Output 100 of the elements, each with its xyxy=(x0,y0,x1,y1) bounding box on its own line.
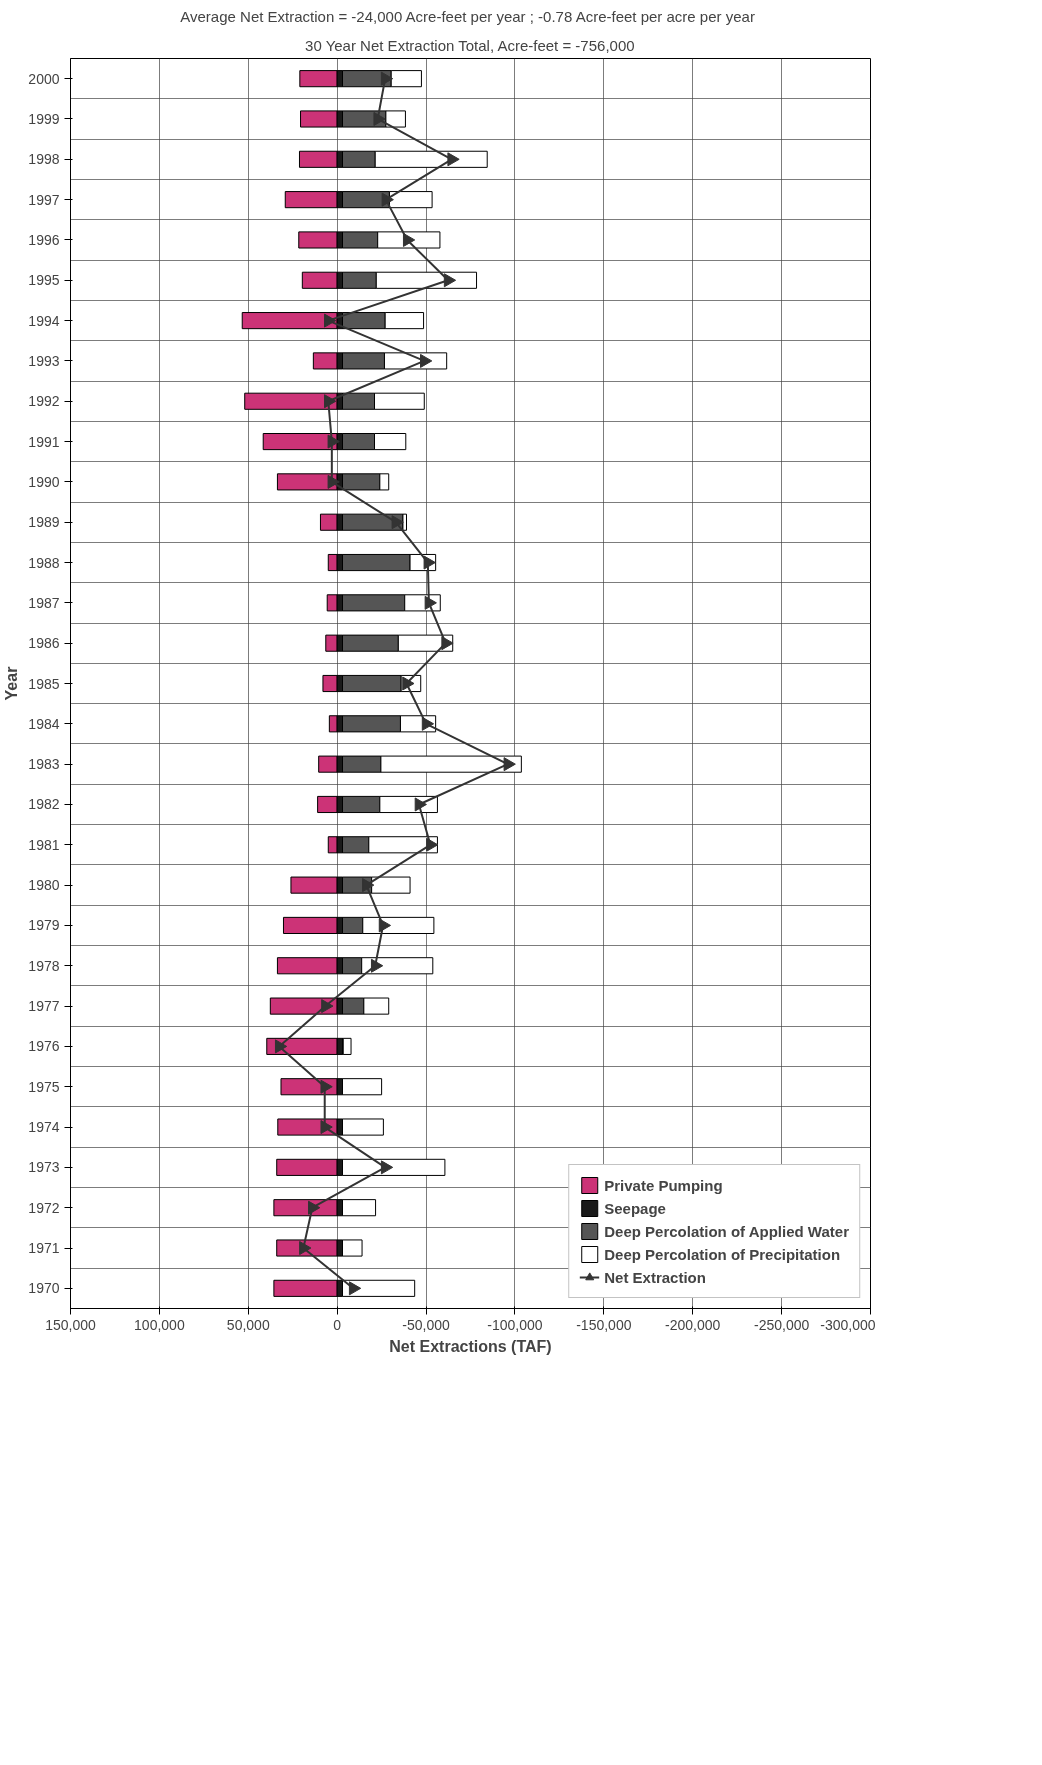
y-tick-label: 1977 xyxy=(28,998,60,1015)
point xyxy=(324,394,337,409)
point xyxy=(362,878,375,893)
bar xyxy=(318,755,338,773)
bar xyxy=(284,191,338,209)
y-tick-label: 1990 xyxy=(28,473,60,490)
x-tick-label: 100,000 xyxy=(134,1316,185,1333)
legend-label: Deep Percolation of Applied Water xyxy=(604,1222,849,1240)
point xyxy=(414,797,427,812)
x-tick-label: 0 xyxy=(333,1316,342,1333)
bar xyxy=(298,231,338,249)
y-tick-label: 1976 xyxy=(28,1038,60,1055)
bar xyxy=(300,110,338,128)
point xyxy=(324,313,337,328)
x-tick-label: -50,000 xyxy=(402,1316,451,1333)
point xyxy=(378,918,392,933)
bar xyxy=(328,715,338,733)
x-tick-label: -150,000 xyxy=(576,1316,632,1333)
bar xyxy=(276,1158,338,1176)
y-tick-label: 1994 xyxy=(28,312,60,329)
y-tick-label: 1997 xyxy=(28,191,60,208)
y-tick-label: 1998 xyxy=(28,151,60,168)
bar xyxy=(325,634,338,652)
y-tick-label: 1986 xyxy=(28,635,60,652)
y-tick-label: 1993 xyxy=(28,352,60,369)
y-tick-label: 1970 xyxy=(28,1280,60,1297)
y-tick-label: 1975 xyxy=(28,1078,60,1095)
point xyxy=(426,837,439,852)
y-tick-label: 1985 xyxy=(28,675,60,692)
y-tick-label: 1973 xyxy=(28,1159,60,1176)
point xyxy=(274,1039,288,1054)
point xyxy=(420,353,433,368)
bar xyxy=(241,312,338,330)
bar xyxy=(282,916,338,934)
y-tick-label: 1981 xyxy=(28,836,60,853)
y-tick-label: 1982 xyxy=(28,796,60,813)
bar xyxy=(319,513,338,531)
point xyxy=(320,1120,333,1135)
y-tick-label: 1978 xyxy=(28,957,60,974)
point xyxy=(308,1200,321,1215)
bar xyxy=(301,271,338,289)
x-tick-label: -200,000 xyxy=(665,1316,721,1333)
y-tick-label: 1980 xyxy=(28,877,60,894)
y-tick-label: 1996 xyxy=(28,231,60,248)
bar xyxy=(322,674,338,693)
y-tick-label: 1999 xyxy=(28,110,60,127)
point xyxy=(441,636,454,651)
y-tick-label: 1987 xyxy=(28,594,60,611)
bar xyxy=(273,1279,338,1297)
point xyxy=(380,1160,394,1175)
bar xyxy=(244,392,338,410)
x-tick-label: 50,000 xyxy=(226,1316,270,1333)
text: Average Net Extraction = -24,000 Acre-feet per year ; -0.78 Acre-feet per acre per year xyxy=(180,7,755,25)
point xyxy=(443,273,457,288)
y-tick-label: 1983 xyxy=(28,756,60,773)
y-tick-label: 1984 xyxy=(28,715,60,732)
point xyxy=(424,595,437,610)
bar xyxy=(312,352,338,370)
text: 30 Year Net Extraction Total, Acre-feet = -756,000 xyxy=(305,36,635,54)
legend-label: Deep Percolation of Precipitation xyxy=(604,1245,841,1263)
point xyxy=(370,958,384,973)
point xyxy=(421,716,435,731)
bar xyxy=(327,553,338,572)
point xyxy=(380,71,394,86)
y-axis-title: Year xyxy=(3,666,21,701)
x-tick-label: -300,000 xyxy=(820,1316,876,1333)
y-tick-label: 1991 xyxy=(28,433,60,450)
point xyxy=(320,1079,333,1094)
bar xyxy=(317,795,338,814)
point xyxy=(327,434,340,449)
x-tick-label: -250,000 xyxy=(753,1316,810,1333)
y-tick-label: 1971 xyxy=(28,1240,60,1257)
y-tick-label: 2000 xyxy=(28,70,60,87)
x-tick-label: -100,000 xyxy=(487,1316,543,1333)
y-tick-label: 1989 xyxy=(28,514,60,531)
point xyxy=(373,111,386,126)
y-tick-label: 1979 xyxy=(28,917,60,934)
y-tick-label: 1972 xyxy=(28,1199,60,1216)
legend-label: Seepage xyxy=(604,1199,666,1217)
bar xyxy=(299,70,338,88)
y-tick-label: 1992 xyxy=(28,393,60,410)
y-tick-label: 1974 xyxy=(28,1119,60,1136)
legend-label: Private Pumping xyxy=(604,1176,723,1194)
point xyxy=(299,1241,312,1256)
legend-label: Net Extraction xyxy=(604,1268,706,1286)
point xyxy=(391,515,404,530)
y-tick-label: 1988 xyxy=(28,554,60,571)
bar xyxy=(266,1037,338,1055)
bar xyxy=(276,957,338,975)
point xyxy=(321,999,334,1014)
point xyxy=(503,757,516,772)
point xyxy=(381,192,394,207)
point xyxy=(348,1281,362,1296)
bar xyxy=(298,150,338,168)
x-axis-title: Net Extractions (TAF) xyxy=(389,1337,552,1355)
bar xyxy=(326,594,338,612)
bar xyxy=(290,876,338,894)
point xyxy=(447,152,460,167)
x-tick-label: 150,000 xyxy=(45,1316,97,1333)
y-tick-label: 1995 xyxy=(28,272,60,289)
